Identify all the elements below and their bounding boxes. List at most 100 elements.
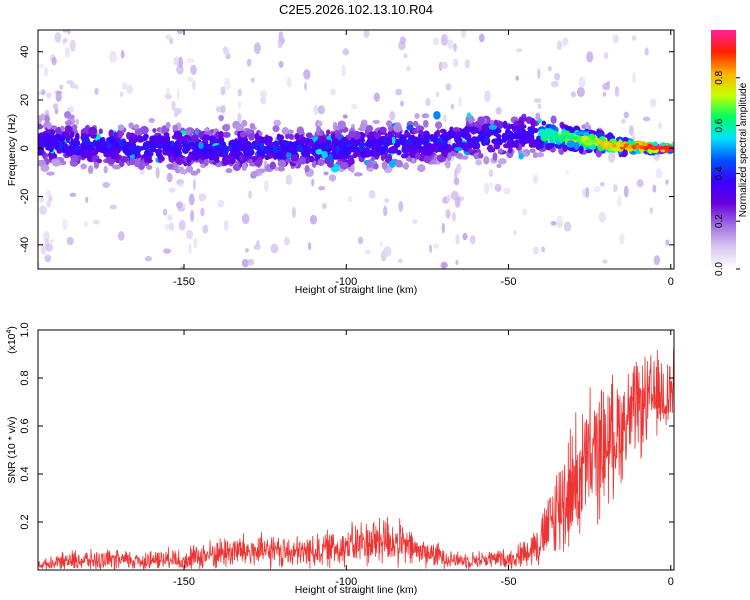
spectrogram-noise-blob	[186, 58, 195, 64]
spectrogram-band-blob	[530, 118, 536, 127]
spectrogram-band-blob	[326, 129, 331, 135]
spectrogram-noise-blob	[46, 200, 52, 208]
spectrogram-noise-blob	[398, 258, 403, 264]
spectrogram-noise-blob	[277, 36, 283, 49]
spectrogram-band-blob	[191, 134, 199, 142]
spectrogram-band-blob	[117, 124, 125, 131]
spectrogram-band-blob	[573, 141, 580, 150]
spectrogram-noise-blob	[162, 208, 168, 216]
spectrogram-noise-blob	[665, 179, 669, 185]
spectrogram-band-blob	[496, 163, 502, 169]
spectrogram-band-blob	[550, 115, 557, 124]
spectrogram-band-blob	[339, 161, 349, 170]
spectrogram-noise-blob	[178, 183, 184, 188]
y-tick-label: -40	[19, 237, 31, 253]
spectrogram-noise-blob	[455, 260, 459, 265]
spectrogram-band-blob	[64, 120, 73, 126]
spectrogram-band-blob	[251, 170, 259, 177]
spectrogram-noise-blob	[483, 182, 490, 194]
spectrogram-band-blob	[218, 136, 225, 143]
snr-x-ticks: -150 -100 -50 0	[173, 330, 674, 588]
spectrogram-noise-blob	[241, 258, 249, 268]
spectrogram-band-blob	[235, 161, 240, 166]
spectrogram-band-blob	[324, 144, 331, 149]
spectrogram-noise-blob	[665, 239, 670, 246]
spectrogram-band-blob	[497, 121, 504, 129]
spectrogram-noise-blob	[350, 103, 358, 110]
spectrogram-band-blob	[257, 168, 266, 174]
spectrogram-noise-blob	[188, 193, 195, 206]
spectrogram-band-blob	[117, 131, 123, 139]
spectrogram-noise-blob	[62, 30, 70, 33]
spectrogram-band-blob	[64, 143, 69, 150]
x-tick-label: -50	[501, 276, 517, 288]
spectrogram-band-blob	[281, 127, 289, 135]
spectrogram-noise-blob	[455, 163, 462, 174]
snr-multiplier: (x104)	[6, 326, 18, 354]
spectrogram-noise-blob	[619, 233, 625, 245]
spectrogram-band-blob	[529, 148, 536, 153]
spectrogram-noise-blob	[190, 209, 195, 222]
spectrogram-noise-blob	[399, 36, 407, 45]
spectrogram-band-blob	[38, 149, 44, 156]
colorbar-tick-label: 0.0	[714, 262, 725, 276]
spectrogram-band-blob	[455, 152, 464, 159]
spectrogram-band-blob	[173, 131, 183, 140]
spectrogram-noise-blob	[432, 37, 440, 46]
spectrogram-band-blob	[203, 148, 212, 158]
spectrogram-noise-blob	[484, 90, 491, 103]
spectrogram-noise-blob	[636, 178, 644, 188]
spectrogram-band-blob	[609, 138, 617, 143]
spectrogram-band-blob	[564, 126, 573, 131]
spectrogram-band-blob	[48, 143, 54, 153]
spectrogram-noise-blob	[126, 84, 134, 95]
spectrogram-noise-blob	[85, 196, 89, 204]
spectrogram-noise-blob	[313, 104, 319, 116]
spectrogram-noise-blob	[453, 43, 457, 52]
spectrogram-band-blob	[454, 147, 463, 152]
spectrogram-band-blob	[142, 136, 148, 141]
spectrogram-noise-blob	[453, 177, 460, 186]
spectrogram-noise-blob	[284, 236, 290, 246]
spectrogram-frame	[37, 29, 675, 270]
spectrogram-noise-blob	[200, 207, 205, 217]
spectrogram-band-blob	[73, 144, 81, 152]
colorbar: 0.0 0.2 0.4 0.6 0.8 Normalized spectral ampl…	[711, 30, 749, 276]
spectrogram-band-blob	[186, 155, 192, 165]
spectrogram-noise-blob	[342, 48, 350, 56]
spectrogram-noise-blob	[458, 96, 462, 108]
spectrogram-band-blob	[128, 136, 134, 143]
spectrogram-band-blob	[264, 148, 271, 155]
spectrogram-band-blob	[202, 134, 211, 141]
x-tick-label: 0	[668, 576, 674, 588]
spectrogram-noise-blob	[278, 60, 284, 69]
y-tick-label: 0.8	[19, 370, 31, 385]
y-tick-label: 0.2	[19, 514, 31, 529]
spectrogram-band-blob	[388, 146, 395, 154]
y-tick-label: 0.6	[19, 418, 31, 433]
spectrogram-noise-blob	[649, 207, 654, 214]
spectrogram-band-blob	[496, 135, 502, 145]
spectrogram-noise-blob	[452, 58, 459, 67]
spectrogram-noise-blob	[556, 40, 563, 51]
y-tick-label: 1.0	[19, 322, 31, 337]
spectrogram-noise-blob	[202, 224, 209, 234]
spectrogram-noise-blob	[54, 108, 59, 115]
spectrogram-band-blob	[417, 164, 426, 173]
spectrogram-noise-blob	[383, 205, 388, 217]
spectrogram-band-blob	[98, 128, 103, 135]
spectrogram-band-blob	[348, 130, 357, 138]
spectrogram-noise-blob	[155, 166, 160, 179]
spectrogram-band-blob	[396, 149, 402, 156]
spectrogram-noise-blob	[264, 179, 269, 192]
spectrogram-band-blob	[514, 142, 519, 149]
spectrogram-band-blob	[163, 132, 170, 137]
spectrogram-noise-blob	[318, 185, 326, 191]
spectrogram-band-blob	[70, 131, 75, 138]
spectrogram-band-blob	[401, 164, 409, 169]
spectrogram-band-blob	[296, 126, 304, 135]
y-tick-label: 40	[19, 46, 31, 58]
spectrogram-noise-blob	[383, 246, 392, 257]
spectrogram-noise-blob	[171, 100, 176, 111]
spectrogram-band-blob	[133, 158, 141, 168]
